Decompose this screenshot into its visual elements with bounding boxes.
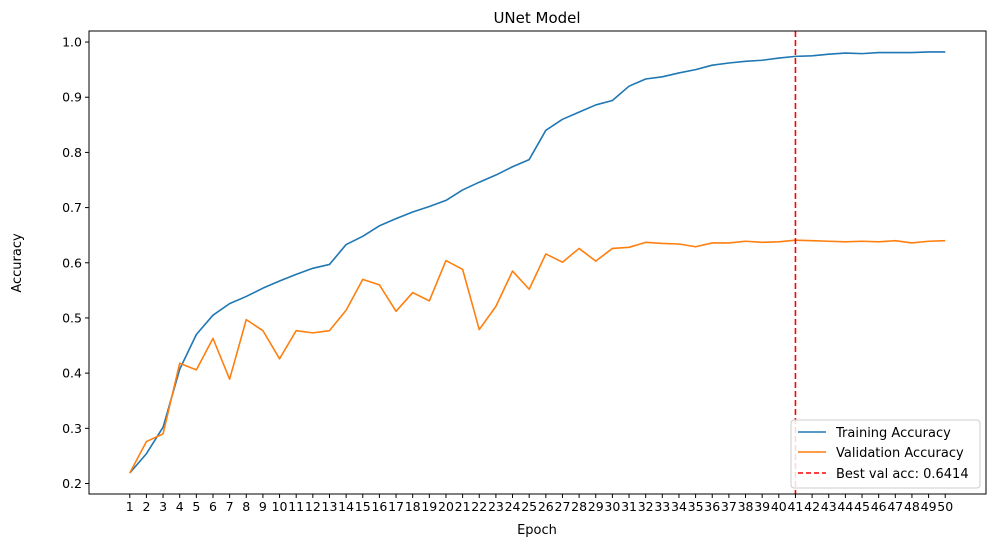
x-tick-label: 43 — [821, 499, 837, 514]
x-tick-label: 34 — [671, 499, 687, 514]
x-tick-label: 36 — [704, 499, 720, 514]
x-tick-label: 15 — [355, 499, 371, 514]
x-tick-label: 3 — [159, 499, 167, 514]
x-tick-label: 27 — [555, 499, 571, 514]
legend-label-training: Training Accuracy — [835, 426, 951, 441]
x-tick-label: 24 — [505, 499, 521, 514]
legend-label-validation: Validation Accuracy — [836, 446, 964, 461]
x-tick-label: 2 — [142, 499, 150, 514]
legend-label-best-val: Best val acc: 0.6414 — [836, 467, 969, 482]
y-tick-label: 0.9 — [62, 90, 82, 105]
x-tick-label: 31 — [621, 499, 637, 514]
y-tick-label: 1.0 — [62, 35, 82, 50]
x-tick-label: 22 — [471, 499, 487, 514]
x-tick-label: 25 — [521, 499, 537, 514]
x-tick-label: 20 — [438, 499, 454, 514]
series-layer — [129, 51, 946, 474]
x-tick-label: 35 — [688, 499, 704, 514]
x-axis: 1 2 3 4 5 6 7 8 9 10 11 12 13 14 15 16 17 18 19 20 21 22 23 24 2… — [126, 494, 953, 514]
x-tick-label: 42 — [804, 499, 820, 514]
x-tick-label: 23 — [488, 499, 504, 514]
y-tick-label: 0.4 — [62, 366, 82, 381]
x-tick-label: 9 — [259, 499, 267, 514]
x-tick-label: 18 — [405, 499, 421, 514]
x-tick-label: 45 — [854, 499, 870, 514]
y-tick-label: 0.2 — [62, 476, 82, 491]
x-tick-label: 40 — [771, 499, 787, 514]
y-axis: 0.2 0.3 0.4 0.5 0.6 0.7 0.8 0.9 1.0 — [62, 35, 89, 491]
x-tick-label: 28 — [571, 499, 587, 514]
legend-box — [790, 419, 981, 489]
y-tick-label: 0.5 — [62, 310, 82, 325]
x-tick-label: 6 — [209, 499, 217, 514]
y-axis-label: Accuracy — [10, 233, 25, 293]
x-tick-label: 21 — [455, 499, 471, 514]
x-tick-label: 30 — [604, 499, 620, 514]
x-tick-label: 49 — [921, 499, 937, 514]
x-tick-label: 12 — [305, 499, 321, 514]
x-tick-label: 10 — [272, 499, 288, 514]
x-tick-label: 33 — [654, 499, 670, 514]
y-tick-label: 0.7 — [62, 200, 82, 215]
x-tick-label: 11 — [288, 499, 304, 514]
x-tick-label: 26 — [538, 499, 554, 514]
x-tick-label: 44 — [837, 499, 853, 514]
x-tick-label: 7 — [226, 499, 234, 514]
x-tick-label: 48 — [904, 499, 920, 514]
y-tick-label: 0.6 — [62, 255, 82, 270]
chart-title: UNet Model — [493, 9, 580, 27]
x-tick-label: 47 — [887, 499, 903, 514]
x-tick-label: 41 — [787, 499, 803, 514]
x-tick-label: 13 — [322, 499, 338, 514]
x-tick-label: 17 — [388, 499, 404, 514]
x-tick-label: 19 — [421, 499, 437, 514]
x-tick-label: 5 — [192, 499, 200, 514]
x-tick-label: 4 — [176, 499, 184, 514]
x-tick-label: 37 — [721, 499, 737, 514]
x-tick-label: 1 — [126, 499, 134, 514]
training-accuracy-line — [129, 51, 946, 474]
x-tick-label: 39 — [754, 499, 770, 514]
x-axis-label: Epoch — [517, 523, 557, 538]
x-tick-label: 8 — [242, 499, 250, 514]
x-tick-label: 38 — [738, 499, 754, 514]
x-tick-label: 16 — [371, 499, 387, 514]
x-tick-label: 29 — [588, 499, 604, 514]
x-tick-label: 32 — [638, 499, 654, 514]
x-tick-label: 46 — [871, 499, 887, 514]
validation-accuracy-line — [129, 239, 946, 474]
x-tick-label: 14 — [338, 499, 354, 514]
legend: Training Accuracy Validation Accuracy Be… — [790, 419, 981, 489]
y-tick-label: 0.3 — [62, 421, 82, 436]
y-tick-label: 0.8 — [62, 145, 82, 160]
x-tick-label: 50 — [937, 499, 953, 514]
